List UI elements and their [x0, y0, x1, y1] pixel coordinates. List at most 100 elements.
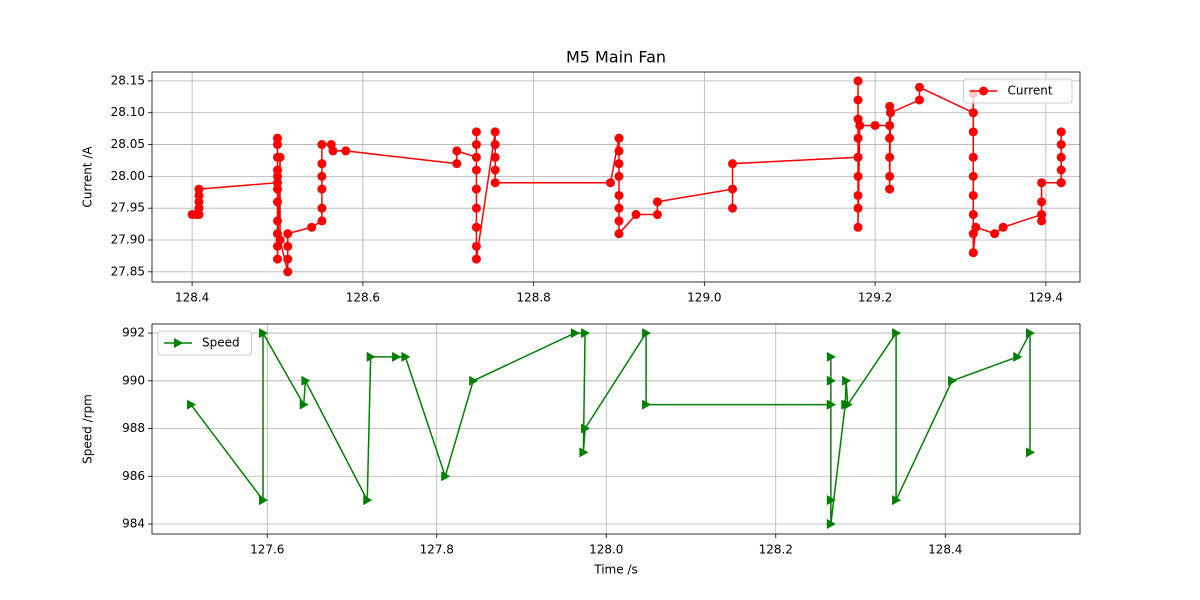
marker [1037, 197, 1047, 207]
marker [605, 178, 615, 188]
marker [283, 229, 293, 239]
marker [1056, 152, 1066, 162]
y-tick-label: 28.15 [111, 73, 145, 87]
y-tick-label: 28.10 [111, 105, 145, 119]
marker [272, 171, 282, 181]
marker [469, 375, 479, 386]
legend-marker [979, 86, 988, 96]
marker [471, 165, 481, 175]
x-tick-label: 129.4 [1029, 291, 1063, 305]
marker [855, 120, 865, 130]
marker [272, 254, 282, 264]
marker [283, 267, 293, 277]
marker [579, 447, 589, 458]
marker [471, 127, 481, 137]
marker [275, 235, 285, 245]
marker [826, 399, 836, 410]
marker [968, 210, 978, 220]
marker [826, 375, 836, 386]
marker [317, 203, 327, 213]
legend-label: Current [1008, 84, 1053, 98]
marker [1025, 447, 1035, 458]
marker [317, 171, 327, 181]
legend-box [157, 330, 252, 356]
marker [968, 190, 978, 200]
marker [948, 375, 958, 386]
marker [452, 146, 462, 156]
marker [283, 254, 293, 264]
marker [307, 222, 317, 232]
y-tick-label: 986 [122, 469, 145, 483]
marker [471, 140, 481, 150]
marker [853, 171, 863, 181]
y-axis-label: Current /A [81, 146, 95, 208]
legend: Speed [157, 330, 252, 356]
marker [1056, 165, 1066, 175]
plot-frame [151, 71, 1081, 283]
legend-marker [174, 338, 183, 348]
marker [998, 222, 1008, 232]
marker [471, 203, 481, 213]
marker [614, 146, 624, 156]
marker [259, 495, 269, 506]
marker [272, 133, 282, 143]
marker [826, 495, 836, 506]
marker [642, 328, 652, 339]
marker [728, 184, 738, 194]
marker [301, 375, 311, 386]
marker [1037, 178, 1047, 188]
marker [1056, 127, 1066, 137]
marker [471, 241, 481, 251]
marker [490, 152, 500, 162]
y-tick-label: 27.85 [111, 264, 145, 278]
marker [272, 197, 282, 207]
marker [194, 197, 204, 207]
marker [363, 495, 373, 506]
marker [642, 399, 652, 410]
marker [581, 328, 591, 339]
marker [614, 216, 624, 226]
marker [614, 203, 624, 213]
marker [401, 351, 411, 362]
marker [299, 399, 309, 410]
marker [971, 222, 981, 232]
marker [968, 127, 978, 137]
marker [614, 133, 624, 143]
marker [392, 351, 402, 362]
chart-title: M5 Main Fan [566, 48, 666, 67]
marker [275, 152, 285, 162]
marker [1037, 210, 1047, 220]
marker [885, 133, 895, 143]
marker [842, 375, 852, 386]
marker [283, 241, 293, 251]
marker [194, 184, 204, 194]
marker [968, 171, 978, 181]
marker [471, 184, 481, 194]
marker [652, 210, 662, 220]
marker [853, 76, 863, 86]
marker [272, 140, 282, 150]
marker [853, 203, 863, 213]
marker [892, 328, 902, 339]
marker [853, 190, 863, 200]
y-tick-label: 988 [122, 421, 145, 435]
x-tick-label: 127.6 [250, 543, 284, 557]
marker [194, 203, 204, 213]
marker [614, 171, 624, 181]
marker [631, 210, 641, 220]
x-tick-label: 128.0 [589, 543, 623, 557]
marker [614, 229, 624, 239]
marker [490, 127, 500, 137]
marker [843, 399, 853, 410]
marker [490, 165, 500, 175]
marker [853, 95, 863, 105]
x-tick-label: 128.8 [516, 291, 550, 305]
marker [885, 171, 895, 181]
x-axis-label: Time /s [593, 563, 637, 577]
marker [317, 159, 327, 169]
x-tick-label: 129.2 [858, 291, 892, 305]
plot-frame [151, 323, 1081, 535]
legend-label: Speed [202, 336, 240, 350]
marker [885, 120, 895, 130]
